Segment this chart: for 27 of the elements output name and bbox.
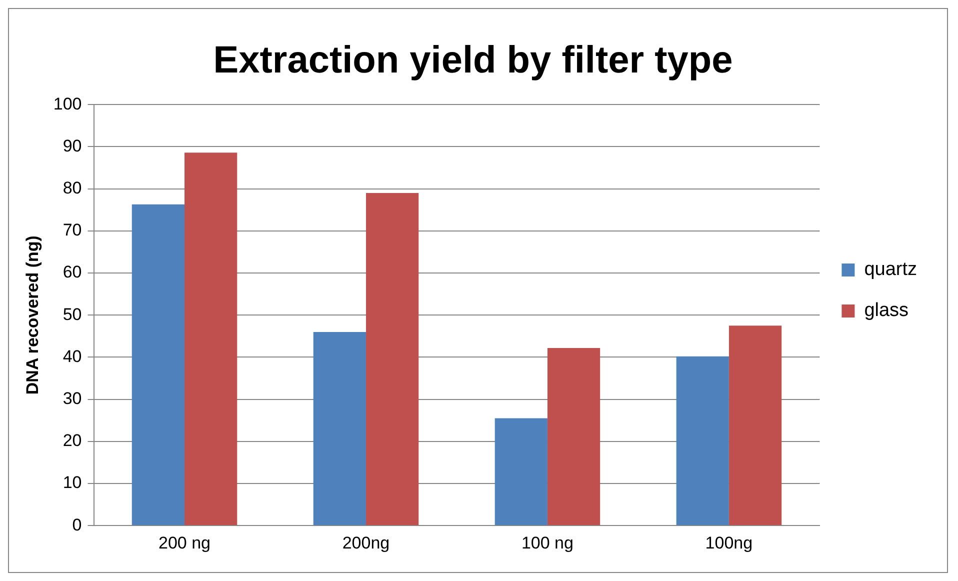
y-axis-title: DNA recovered (ng): [22, 236, 42, 395]
y-tick-label: 60: [62, 262, 82, 282]
y-tick-label: 90: [62, 136, 82, 156]
y-tick-label: 0: [72, 515, 82, 534]
x-tick-label: 200ng: [342, 533, 390, 552]
bar: [494, 418, 548, 526]
y-tick-label: 50: [62, 304, 82, 324]
bar: [366, 193, 419, 526]
y-tick-label: 80: [62, 178, 82, 198]
chart-title: Extraction yield by filter type: [213, 39, 733, 82]
y-tick-label: 100: [53, 94, 82, 114]
legend-label: quartz: [864, 259, 918, 280]
bar: [728, 326, 782, 526]
y-tick-label: 20: [62, 431, 82, 450]
y-tick-label: 40: [62, 346, 82, 366]
x-tick-label: 100ng: [705, 533, 753, 552]
bar: [547, 348, 600, 526]
bar: [132, 204, 185, 526]
y-tick-label: 70: [62, 220, 82, 240]
legend-label: glass: [864, 300, 909, 322]
y-tick-label: 10: [62, 473, 82, 492]
y-tick-label: 30: [62, 388, 82, 408]
bar: [313, 332, 366, 526]
bar: [676, 356, 729, 526]
x-tick-label: 100 ng: [521, 533, 574, 552]
x-tick-label: 200 ng: [158, 533, 211, 552]
bar: [184, 152, 238, 526]
